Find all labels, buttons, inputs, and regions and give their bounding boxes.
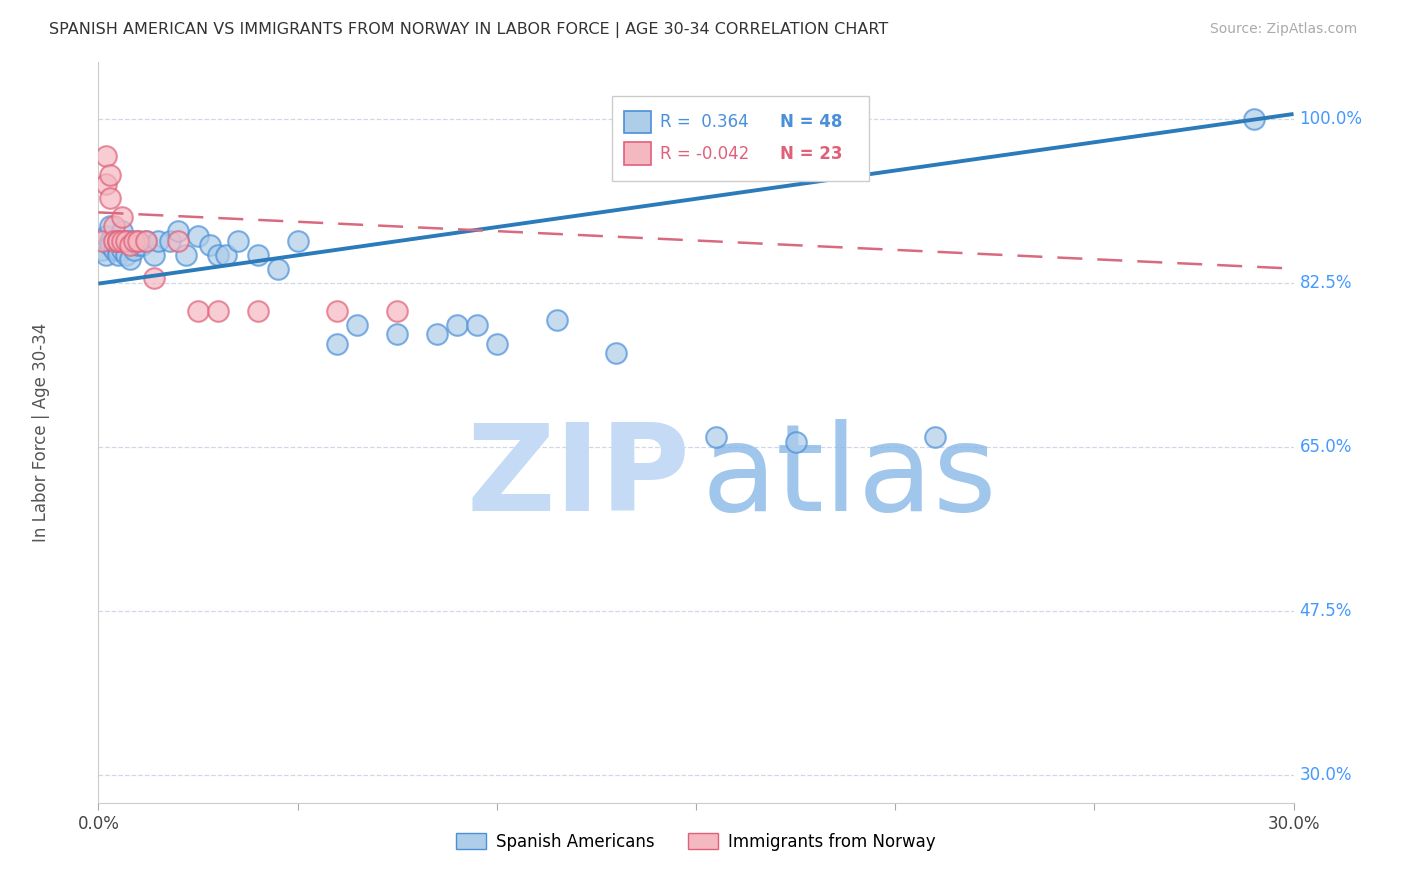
Text: ZIP: ZIP <box>467 418 690 535</box>
Text: N = 23: N = 23 <box>780 145 842 162</box>
Point <box>287 234 309 248</box>
Point <box>91 234 114 248</box>
FancyBboxPatch shape <box>624 111 651 133</box>
Point <box>103 219 125 234</box>
Point <box>111 243 134 257</box>
Point <box>98 191 122 205</box>
Point <box>115 247 138 261</box>
Point <box>120 234 142 248</box>
Point <box>120 238 142 252</box>
Text: 30.0%: 30.0% <box>1299 765 1353 784</box>
Point <box>96 247 118 261</box>
Point <box>127 234 149 248</box>
Point <box>91 243 114 257</box>
Point <box>135 234 157 248</box>
Point <box>98 238 122 252</box>
Point <box>103 234 125 248</box>
Point <box>124 234 146 248</box>
Point <box>148 234 170 248</box>
Point <box>198 238 221 252</box>
Point <box>131 238 153 252</box>
Point <box>187 303 209 318</box>
Point <box>346 318 368 332</box>
Point <box>96 228 118 243</box>
Point <box>426 327 449 342</box>
Point <box>143 271 166 285</box>
Point <box>267 261 290 276</box>
Point <box>98 234 122 248</box>
Point <box>485 336 508 351</box>
Point <box>167 224 190 238</box>
FancyBboxPatch shape <box>624 143 651 165</box>
Point <box>326 336 349 351</box>
Point <box>159 234 181 248</box>
Point <box>246 303 269 318</box>
Point <box>107 234 129 248</box>
Point <box>107 243 129 257</box>
Point <box>103 234 125 248</box>
Point <box>127 238 149 252</box>
Point <box>326 303 349 318</box>
Legend: Spanish Americans, Immigrants from Norway: Spanish Americans, Immigrants from Norwa… <box>450 826 942 857</box>
Text: R = -0.042: R = -0.042 <box>661 145 749 162</box>
Point <box>103 243 125 257</box>
Point <box>135 234 157 248</box>
Point <box>465 318 488 332</box>
Text: 47.5%: 47.5% <box>1299 602 1353 620</box>
Text: In Labor Force | Age 30-34: In Labor Force | Age 30-34 <box>32 323 51 542</box>
Point <box>246 247 269 261</box>
Text: 100.0%: 100.0% <box>1299 110 1362 128</box>
Point <box>187 228 209 243</box>
Text: R =  0.364: R = 0.364 <box>661 112 749 130</box>
FancyBboxPatch shape <box>613 95 869 181</box>
Text: 82.5%: 82.5% <box>1299 274 1353 292</box>
Point <box>785 435 807 450</box>
Point <box>207 303 229 318</box>
Point <box>111 224 134 238</box>
Text: N = 48: N = 48 <box>780 112 842 130</box>
Point <box>115 234 138 248</box>
Text: atlas: atlas <box>702 418 998 535</box>
Point <box>96 178 118 192</box>
Point <box>98 219 122 234</box>
Point <box>107 234 129 248</box>
Point <box>446 318 468 332</box>
Point <box>98 168 122 182</box>
Point <box>120 252 142 267</box>
Point <box>111 210 134 224</box>
Text: 65.0%: 65.0% <box>1299 438 1353 456</box>
Point <box>605 346 627 360</box>
Point <box>124 243 146 257</box>
Point <box>1243 112 1265 126</box>
Point <box>174 247 197 261</box>
Point <box>704 430 727 444</box>
Point <box>167 234 190 248</box>
Text: Source: ZipAtlas.com: Source: ZipAtlas.com <box>1209 22 1357 37</box>
Point <box>107 234 129 248</box>
Point <box>207 247 229 261</box>
Point <box>111 234 134 248</box>
Point <box>96 149 118 163</box>
Text: SPANISH AMERICAN VS IMMIGRANTS FROM NORWAY IN LABOR FORCE | AGE 30-34 CORRELATIO: SPANISH AMERICAN VS IMMIGRANTS FROM NORW… <box>49 22 889 38</box>
Point <box>115 234 138 248</box>
Point <box>226 234 249 248</box>
Point <box>924 430 946 444</box>
Point <box>215 247 238 261</box>
Point <box>546 313 568 327</box>
Point <box>385 303 409 318</box>
Point <box>143 247 166 261</box>
Point <box>385 327 409 342</box>
Point <box>107 247 129 261</box>
Point <box>127 234 149 248</box>
